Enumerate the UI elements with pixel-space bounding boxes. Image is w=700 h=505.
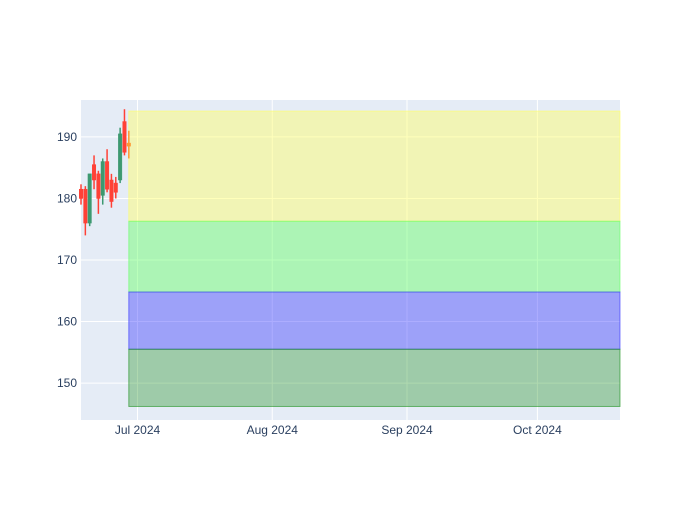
axis-ticks: 150 160 170 180 190 Jul 2024 Aug 2024 Sep 2024 O… — [57, 130, 562, 437]
price-candles — [79, 109, 131, 236]
y-tick-label: 150 — [57, 376, 77, 390]
forecast-band-1 — [128, 110, 621, 222]
y-tick-label: 170 — [57, 253, 77, 267]
x-tick-label: Oct 2024 — [513, 423, 562, 437]
forecast-candle — [126, 130, 131, 159]
candle-body — [87, 173, 92, 224]
candle-body — [79, 188, 83, 199]
x-tick-label: Aug 2024 — [247, 423, 299, 437]
price-candle — [96, 170, 101, 214]
forecast-band-3 — [128, 291, 621, 350]
price-candle — [79, 184, 83, 205]
grid-lines — [81, 100, 620, 420]
forecast-band-2 — [128, 220, 621, 293]
candle-body — [105, 161, 110, 190]
price-candle — [83, 186, 88, 236]
candle-body — [118, 133, 123, 181]
x-tick-label: Sep 2024 — [381, 423, 433, 437]
price-candle — [109, 173, 114, 208]
candle-body — [113, 182, 118, 193]
candle-body — [122, 121, 127, 153]
price-candle — [87, 173, 92, 227]
x-tick-label: Jul 2024 — [115, 423, 161, 437]
candle-body — [92, 164, 97, 181]
candle-body — [83, 188, 88, 224]
candle-body — [100, 161, 105, 196]
candle-body — [96, 173, 101, 199]
price-candle — [105, 149, 110, 193]
price-candle — [100, 158, 105, 205]
price-candle — [92, 155, 97, 190]
y-tick-label: 190 — [57, 130, 77, 144]
candle-body — [126, 142, 131, 147]
forecast-band-4 — [128, 348, 621, 407]
price-candle — [122, 109, 127, 156]
price-candle — [113, 176, 118, 199]
forecast-bands — [128, 110, 621, 407]
price-candle — [118, 127, 123, 184]
candle-body — [109, 179, 114, 202]
y-tick-label: 180 — [57, 191, 77, 205]
y-tick-label: 160 — [57, 315, 77, 329]
